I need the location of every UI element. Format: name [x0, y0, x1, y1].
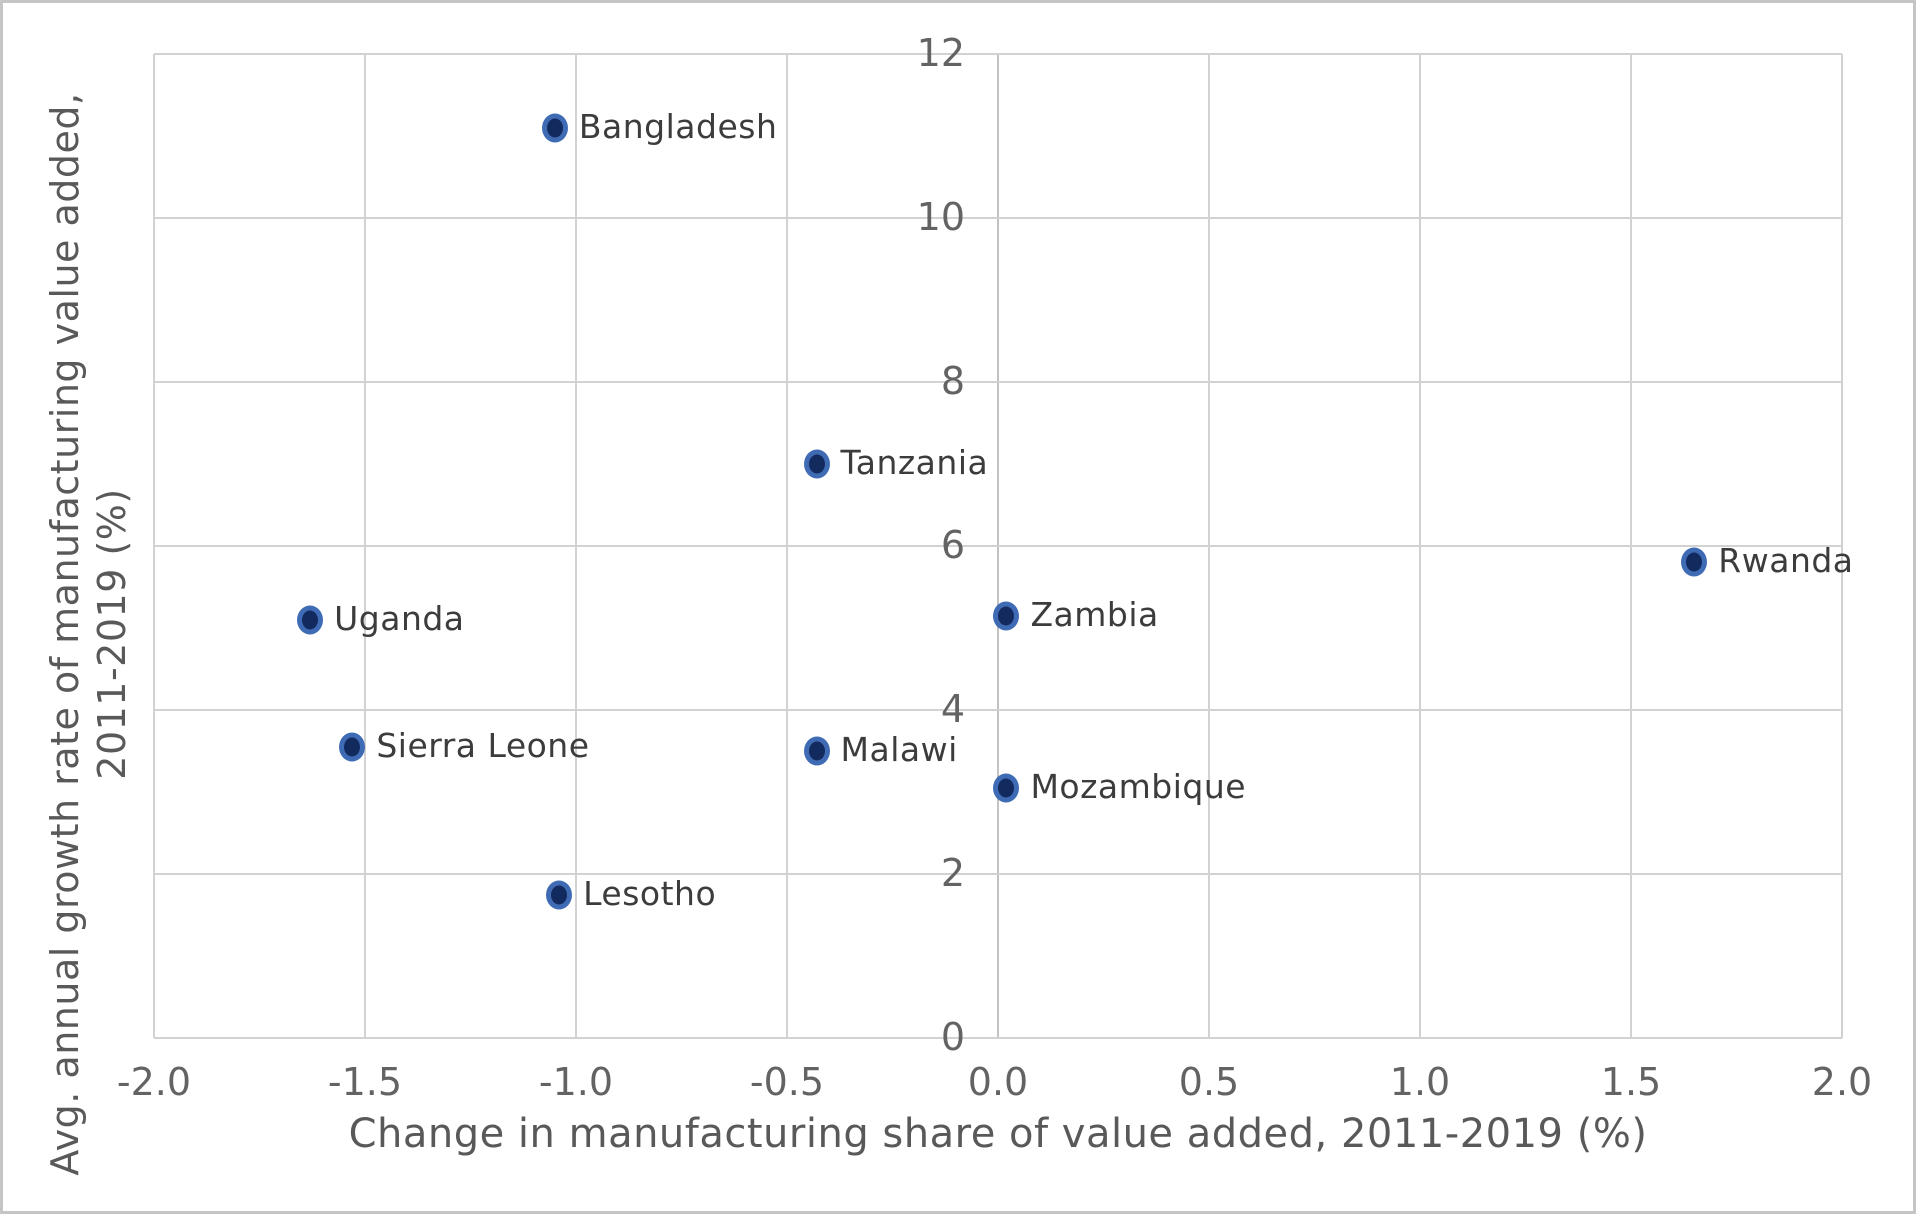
- y-tick-label: 10: [916, 195, 965, 240]
- plot-area: [153, 53, 1843, 1039]
- data-point-zambia: [993, 601, 1020, 631]
- y-axis-title-line2: 2011-2019 (%): [90, 488, 134, 780]
- point-label-rwanda: Rwanda: [1718, 541, 1854, 581]
- x-axis-title: Change in manufacturing share of value a…: [348, 1111, 1648, 1157]
- y-tick-label: 12: [916, 31, 965, 76]
- point-label-mozambique: Mozambique: [1030, 766, 1247, 806]
- x-tick-label: 1.0: [1389, 1060, 1451, 1104]
- point-label-sierra-leone: Sierra Leone: [376, 725, 590, 765]
- x-tick-label: 0.0: [967, 1060, 1029, 1104]
- data-point-rwanda: [1681, 547, 1708, 577]
- data-point-tanzania: [803, 449, 830, 479]
- point-label-lesotho: Lesotho: [583, 873, 717, 913]
- data-point-sierra-leone: [339, 732, 366, 762]
- y-tick-label: 0: [940, 1015, 965, 1060]
- y-axis-title: Avg. annual growth rate of manufacturing…: [42, 84, 136, 1184]
- y-axis-title-line1: Avg. annual growth rate of manufacturing…: [43, 92, 87, 1176]
- x-tick-label: -1.0: [538, 1060, 614, 1104]
- data-point-bangladesh: [541, 113, 568, 143]
- data-point-malawi: [803, 736, 830, 766]
- x-tick-label: -0.5: [749, 1060, 825, 1104]
- data-point-mozambique: [993, 773, 1020, 803]
- y-tick-label: 8: [940, 359, 965, 404]
- horizontal-gridline: [154, 1037, 1842, 1039]
- y-tick-label: 2: [940, 851, 965, 896]
- y-tick-label: 6: [940, 523, 965, 568]
- horizontal-gridline: [154, 545, 1842, 547]
- vertical-gridline: [1841, 54, 1843, 1038]
- horizontal-gridline: [154, 709, 1842, 711]
- x-tick-label: 0.5: [1178, 1060, 1240, 1104]
- data-point-uganda: [297, 605, 324, 635]
- point-label-uganda: Uganda: [334, 598, 465, 638]
- horizontal-gridline: [154, 217, 1842, 219]
- x-tick-label: 2.0: [1811, 1060, 1873, 1104]
- point-label-bangladesh: Bangladesh: [578, 106, 778, 146]
- horizontal-gridline: [154, 53, 1842, 55]
- x-tick-label: -1.5: [327, 1060, 403, 1104]
- point-label-tanzania: Tanzania: [840, 442, 989, 482]
- horizontal-gridline: [154, 873, 1842, 875]
- x-tick-label: -2.0: [116, 1060, 192, 1104]
- point-label-malawi: Malawi: [840, 729, 958, 769]
- point-label-zambia: Zambia: [1030, 594, 1159, 634]
- data-point-lesotho: [546, 880, 573, 909]
- x-tick-label: 1.5: [1600, 1060, 1662, 1104]
- y-tick-label: 4: [940, 687, 965, 732]
- horizontal-gridline: [154, 381, 1842, 383]
